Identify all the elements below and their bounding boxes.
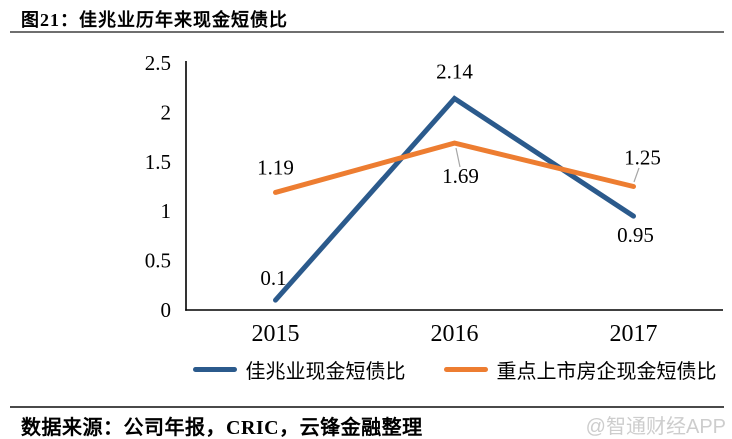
legend-item-benchmark: 重点上市房企现金短债比 <box>443 355 717 384</box>
x-axis-labels: 2015 2016 2017 <box>252 321 658 347</box>
data-source: 数据来源：公司年报，CRIC，云锋金融整理 <box>21 417 423 439</box>
series-benchmark-line <box>273 140 636 195</box>
legend-label-benchmark: 重点上市房企现金短债比 <box>496 360 717 383</box>
y-tick-label: 2.5 <box>145 51 171 75</box>
line-chart: 0 0.5 1 1.5 2 2.5 2015 2016 2017 0.1 2.14 0.95 1.1… <box>145 51 723 347</box>
x-tick-label: 2016 <box>431 321 479 347</box>
legend-label-kaisa: 佳兆业现金短债比 <box>245 360 406 383</box>
y-tick-label: 0.5 <box>145 249 171 273</box>
data-label: 0.1 <box>260 266 286 290</box>
y-tick-label: 2 <box>161 100 172 124</box>
legend-item-kaisa: 佳兆业现金短债比 <box>192 355 406 384</box>
legend-swatch-kaisa-line <box>192 366 237 372</box>
x-tick-label: 2015 <box>252 321 300 347</box>
label-leader-lines <box>455 147 640 183</box>
y-tick-label: 0 <box>161 298 172 322</box>
data-label: 0.95 <box>617 223 654 247</box>
series-lines <box>273 95 636 303</box>
data-label: 1.69 <box>442 164 479 188</box>
legend-swatch-benchmark-line <box>443 366 488 372</box>
data-label: 1.19 <box>257 155 294 179</box>
data-labels: 0.1 2.14 0.95 1.19 1.69 1.25 <box>257 60 661 291</box>
leader-line-1-25 <box>633 167 640 183</box>
y-axis-labels: 0 0.5 1 1.5 2 2.5 <box>145 51 171 322</box>
y-tick-label: 1.5 <box>145 150 171 174</box>
chart-legend: 佳兆业现金短债比 重点上市房企现金短债比 <box>186 353 723 385</box>
figure-title: 图21：佳兆业历年来现金短债比 <box>21 10 288 30</box>
y-tick-label: 1 <box>161 199 172 223</box>
data-label: 1.25 <box>624 146 661 170</box>
series-kaisa-line <box>273 95 636 303</box>
title-divider <box>10 31 724 33</box>
data-label: 2.14 <box>436 60 473 84</box>
leader-line-1-69 <box>455 147 461 168</box>
x-tick-label: 2017 <box>610 321 658 347</box>
footer-divider <box>10 406 724 408</box>
watermark: @智通财经APP <box>585 416 726 438</box>
